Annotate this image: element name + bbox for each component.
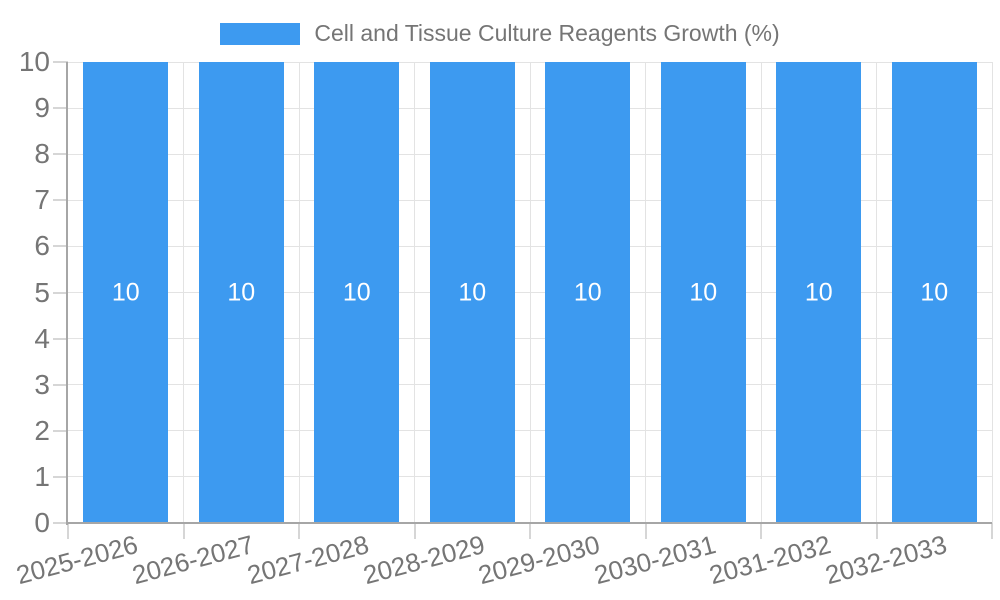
y-axis-tick [53,245,68,248]
bar [660,62,746,523]
bar-value-label: 10 [920,278,949,306]
bar [545,62,631,523]
gridline-vertical [183,62,184,523]
bar-value-label: 10 [342,278,371,306]
legend-swatch [220,22,301,45]
y-tick-label: 5 [34,276,50,308]
y-axis-tick [53,153,68,156]
y-tick-label: 4 [34,322,50,354]
x-tick-label: 2031-2032 [706,529,835,591]
gridline-vertical [876,62,877,523]
y-axis-tick [53,61,68,63]
y-tick-label: 3 [34,368,50,400]
gridline-vertical [298,62,300,523]
gridline-vertical [529,62,531,523]
x-axis-tick [298,523,300,539]
y-tick-label: 2 [34,414,50,446]
x-tick-label: 2025-2026 [13,529,142,591]
bar [429,62,515,523]
y-axis-tick [53,522,68,524]
legend-label: Cell and Tissue Culture Reagents Growth … [314,20,780,46]
x-axis-tick [67,523,69,539]
x-tick-label: 2027-2028 [244,529,373,591]
bar [776,62,862,523]
y-tick-label: 10 [18,46,50,77]
x-tick-label: 2032-2033 [821,529,950,591]
x-tick-label: 2026-2027 [128,529,257,591]
y-tick-label: 8 [34,138,50,170]
x-axis-tick [644,523,647,539]
y-tick-label: 9 [34,92,50,124]
bar [198,62,284,523]
bar-value-label: 10 [111,278,140,306]
x-axis-tick [875,523,878,539]
x-tick-label: 2028-2029 [359,529,488,591]
y-axis-tick [53,383,68,386]
bar-value-label: 10 [573,278,602,306]
y-tick-label: 6 [34,230,50,262]
x-axis-line [68,522,992,524]
bar [314,62,400,523]
x-axis-tick [529,523,531,539]
y-axis-tick [53,107,68,110]
y-axis-tick [53,429,68,432]
chart-legend: Cell and Tissue Culture Reagents Growth … [0,20,1000,47]
gridline-vertical [991,62,993,523]
gridline-vertical [645,62,646,523]
x-axis-tick [413,523,416,539]
y-axis-tick [53,291,68,294]
gridline-vertical [414,62,415,523]
y-tick-label: 1 [34,460,50,492]
y-axis-tick [53,199,68,202]
gridline-vertical [760,62,762,523]
bar [891,62,977,523]
bar-value-label: 10 [458,278,487,306]
y-axis-tick [53,475,68,478]
x-axis-tick [991,523,993,539]
y-tick-label: 0 [34,507,50,538]
y-axis-line [66,62,68,525]
x-tick-label: 2029-2030 [475,529,604,591]
bar-value-label: 10 [689,278,718,306]
x-tick-label: 2030-2031 [590,529,719,591]
x-axis-tick [182,523,185,539]
y-tick-label: 7 [34,184,50,216]
y-axis-tick [53,337,68,340]
bar [83,62,169,523]
bar-value-label: 10 [804,278,833,306]
bar-value-label: 10 [227,278,256,306]
x-axis-tick [760,523,762,539]
